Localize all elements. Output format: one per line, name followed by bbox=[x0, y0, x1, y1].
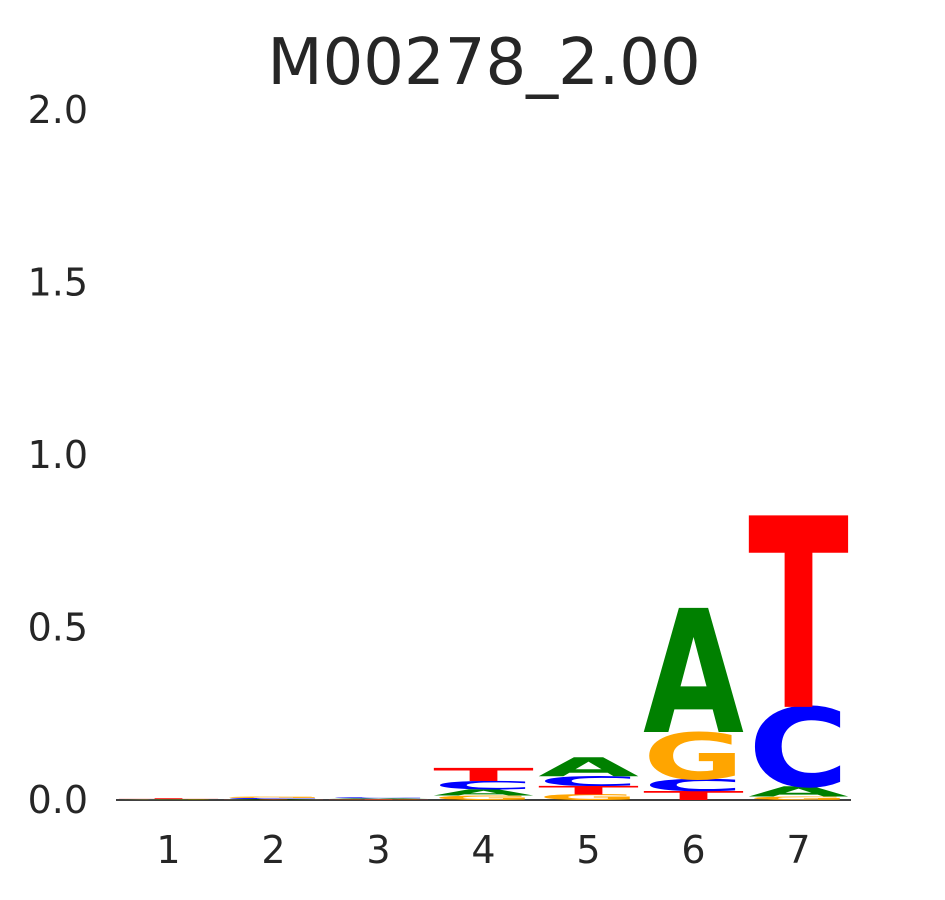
y-tick-label: 1.0 bbox=[28, 433, 88, 477]
logo-letter-c: C bbox=[328, 797, 429, 799]
logo-letter-a: A bbox=[328, 798, 429, 799]
x-tick-label: 1 bbox=[156, 828, 180, 872]
logo-letter-a: A bbox=[643, 574, 744, 773]
logo-letter-c: C bbox=[643, 776, 744, 795]
y-tick-label: 2.0 bbox=[28, 88, 88, 132]
logo-letter-g: G bbox=[538, 793, 639, 802]
logo-letter-c: C bbox=[223, 798, 324, 800]
logo-letter-a: A bbox=[118, 800, 219, 801]
x-tick-label: 5 bbox=[576, 828, 600, 872]
logo-letter-a: A bbox=[748, 783, 849, 800]
logo-letter-c: C bbox=[538, 774, 639, 789]
logo-letter-t: T bbox=[538, 784, 639, 798]
chart-title: M00278_2.00 bbox=[267, 26, 700, 100]
x-tick-label: 4 bbox=[471, 828, 495, 872]
y-tick-label: 1.5 bbox=[28, 261, 88, 305]
logo-letter-a: A bbox=[223, 799, 324, 800]
logo-letter-c: C bbox=[433, 779, 534, 792]
logo-letter-c: C bbox=[748, 686, 849, 812]
logo-letter-c: C bbox=[118, 799, 219, 800]
x-tick-label: 2 bbox=[261, 828, 285, 872]
logo-letter-g: G bbox=[433, 794, 534, 801]
y-tick-label: 0.5 bbox=[28, 606, 88, 650]
logo-letter-a: A bbox=[433, 788, 534, 798]
logo-letter-t: T bbox=[328, 800, 429, 801]
logo-letter-t: T bbox=[748, 464, 849, 770]
x-axis-ticks: 1 2 3 4 5 6 7 bbox=[156, 828, 810, 872]
logo-letter-g: G bbox=[118, 799, 219, 800]
y-axis-ticks: 0.0 0.5 1.0 1.5 2.0 bbox=[28, 88, 88, 822]
logo-letter-t: T bbox=[118, 798, 219, 799]
logo-letter-g: G bbox=[748, 796, 849, 802]
x-tick-label: 6 bbox=[681, 828, 705, 872]
x-tick-label: 3 bbox=[366, 828, 390, 872]
logo-letter-t: T bbox=[433, 764, 534, 785]
logo-letter-g: G bbox=[643, 720, 744, 795]
logo-letter-t: T bbox=[223, 800, 324, 801]
logo-letter-t: T bbox=[643, 789, 744, 803]
logo-letter-g: G bbox=[328, 799, 429, 800]
y-tick-label: 0.0 bbox=[28, 778, 88, 822]
logo-letter-a: A bbox=[538, 752, 639, 782]
x-tick-label: 7 bbox=[786, 828, 810, 872]
logo-letter-g: G bbox=[223, 796, 324, 798]
